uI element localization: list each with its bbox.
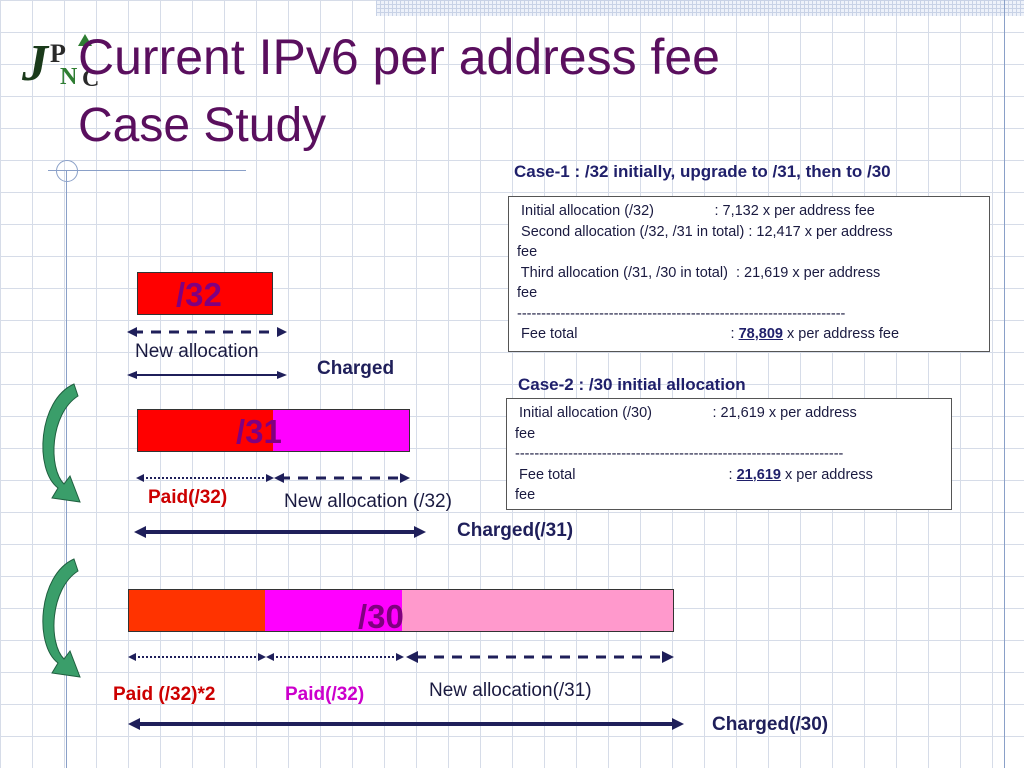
- case2-line: Initial allocation (/30) : 21,619 x per …: [515, 405, 857, 421]
- bar-30-pink: [402, 589, 674, 632]
- case2-total-suffix: x per address: [780, 466, 873, 483]
- new-allocation-label: New allocation: [135, 341, 259, 362]
- arrows-31: [134, 473, 426, 538]
- bar-32-label: /32: [176, 276, 222, 313]
- case1-line: Second allocation (/32, /31 in total) : …: [517, 223, 893, 240]
- case1-total-line: Fee total : 78,809 x per address fee: [517, 324, 981, 345]
- left-vertical-line: [66, 170, 67, 768]
- case2-total-tail: fee: [515, 487, 536, 503]
- case1-line: fee: [517, 244, 538, 260]
- curved-arrow-icon: [42, 383, 81, 503]
- paid-32x2-label: Paid (/32)*2: [113, 684, 216, 705]
- paid-32-label: Paid(/32): [148, 487, 228, 508]
- case1-title: Case-1 : /32 initially, upgrade to /31, …: [514, 162, 891, 181]
- paid-32-magenta-label: Paid(/32): [285, 684, 365, 705]
- bar-30-orange: [128, 589, 265, 632]
- new-allocation-31-label: New allocation(/31): [429, 680, 592, 701]
- case2-box: Initial allocation (/30) : 21,619 x per …: [506, 398, 952, 510]
- crosshair-circle: [56, 160, 78, 182]
- svg-text:N: N: [60, 64, 78, 88]
- bar-31-label: /31: [236, 413, 282, 450]
- case1-total-suffix: x per address fee: [782, 326, 900, 342]
- case1-box: Initial allocation (/32) : 7,132 x per a…: [508, 196, 990, 352]
- charged-label: Charged: [317, 358, 395, 379]
- new-allocation-32-label: New allocation (/32): [284, 491, 452, 512]
- jpnic-logo: J P N C: [21, 34, 99, 88]
- charged-30-label: Charged(/30): [712, 714, 829, 735]
- case1-line: fee: [517, 285, 538, 301]
- title-line-2: Case Study: [78, 99, 327, 152]
- bar-30-label: /30: [358, 598, 404, 635]
- top-decor-band: [376, 0, 1024, 16]
- case1-total-prefix: Fee total :: [517, 326, 739, 342]
- case2-total-value: 21,619: [736, 466, 781, 483]
- bar-31-magenta: [273, 409, 410, 452]
- case1-line: Initial allocation (/32) : 7,132 x per a…: [517, 203, 875, 219]
- case2-line: fee: [515, 425, 536, 442]
- title-line-1: Current IPv6 per address fee: [78, 29, 720, 85]
- bar-32: [137, 272, 273, 315]
- arrows-30: [128, 651, 684, 730]
- case1-line: Third allocation (/31, /30 in total) : 2…: [517, 264, 881, 281]
- bar-31-red: [137, 409, 273, 452]
- svg-text:J: J: [21, 35, 50, 88]
- case1-total-value: 78,809: [738, 326, 783, 342]
- case2-line: ----------------------------------------…: [515, 446, 844, 462]
- case1-line: ----------------------------------------…: [517, 305, 846, 322]
- curved-arrow-icon: [42, 558, 81, 678]
- left-horizontal-line: [48, 170, 246, 171]
- bar-30-magenta: [265, 589, 402, 632]
- case2-total-prefix: Fee total :: [515, 466, 737, 483]
- svg-text:C: C: [82, 66, 99, 88]
- svg-text:P: P: [50, 39, 66, 68]
- right-border-line: [1004, 0, 1005, 768]
- charged-31-label: Charged(/31): [457, 520, 574, 541]
- case2-total-line: Fee total : 21,619 x per address: [515, 465, 943, 486]
- arrows-32: [127, 327, 287, 379]
- case2-title: Case-2 : /30 initial allocation: [518, 375, 746, 394]
